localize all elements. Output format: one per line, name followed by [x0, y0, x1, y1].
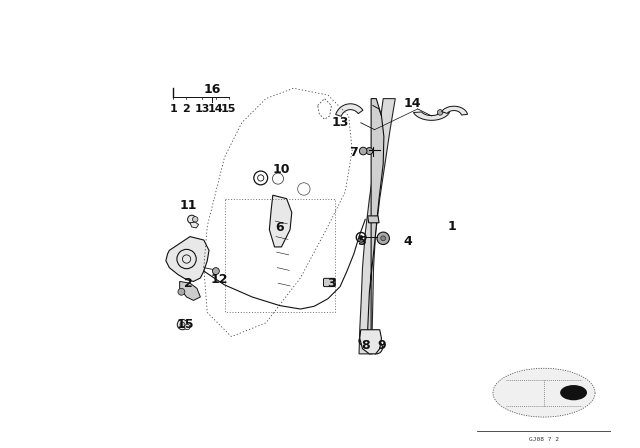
Polygon shape [367, 99, 384, 354]
Circle shape [212, 267, 220, 275]
Circle shape [560, 385, 587, 401]
Text: 2: 2 [184, 277, 193, 290]
Text: 4: 4 [403, 235, 412, 248]
Text: 8: 8 [362, 339, 371, 352]
Text: 3: 3 [327, 277, 336, 290]
Circle shape [188, 215, 196, 224]
Circle shape [177, 319, 188, 330]
Text: 14: 14 [208, 104, 224, 114]
Circle shape [366, 147, 373, 155]
Text: 13: 13 [332, 116, 349, 129]
Text: 12: 12 [211, 273, 228, 286]
Text: 7: 7 [349, 146, 358, 159]
Circle shape [360, 147, 367, 155]
Polygon shape [166, 237, 209, 281]
Text: 1: 1 [170, 104, 177, 114]
Text: 1: 1 [448, 220, 456, 233]
Polygon shape [367, 216, 379, 223]
Circle shape [178, 289, 185, 295]
Circle shape [193, 216, 198, 222]
Text: 13: 13 [195, 104, 210, 114]
Text: 15: 15 [176, 318, 193, 331]
Polygon shape [335, 104, 363, 116]
Text: 14: 14 [404, 97, 421, 110]
Text: 10: 10 [273, 163, 290, 176]
Circle shape [184, 324, 190, 330]
Circle shape [360, 236, 363, 239]
Circle shape [370, 341, 383, 354]
Polygon shape [359, 99, 396, 354]
Text: 9: 9 [377, 339, 386, 352]
Circle shape [180, 322, 185, 327]
Polygon shape [180, 281, 200, 301]
Polygon shape [442, 106, 468, 115]
Text: 2: 2 [182, 104, 189, 114]
Polygon shape [413, 112, 449, 121]
Text: 6: 6 [275, 221, 284, 234]
Text: GJ08 7 2: GJ08 7 2 [529, 437, 559, 442]
Polygon shape [493, 368, 595, 417]
Polygon shape [360, 330, 381, 354]
Circle shape [381, 236, 386, 241]
FancyBboxPatch shape [323, 278, 335, 287]
Circle shape [437, 110, 443, 115]
Text: 5: 5 [358, 235, 367, 248]
Circle shape [377, 232, 389, 245]
Text: 15: 15 [221, 104, 236, 114]
Circle shape [374, 345, 379, 350]
Text: 11: 11 [180, 199, 197, 212]
Text: 16: 16 [204, 83, 221, 96]
Polygon shape [269, 195, 292, 247]
Polygon shape [190, 222, 198, 228]
